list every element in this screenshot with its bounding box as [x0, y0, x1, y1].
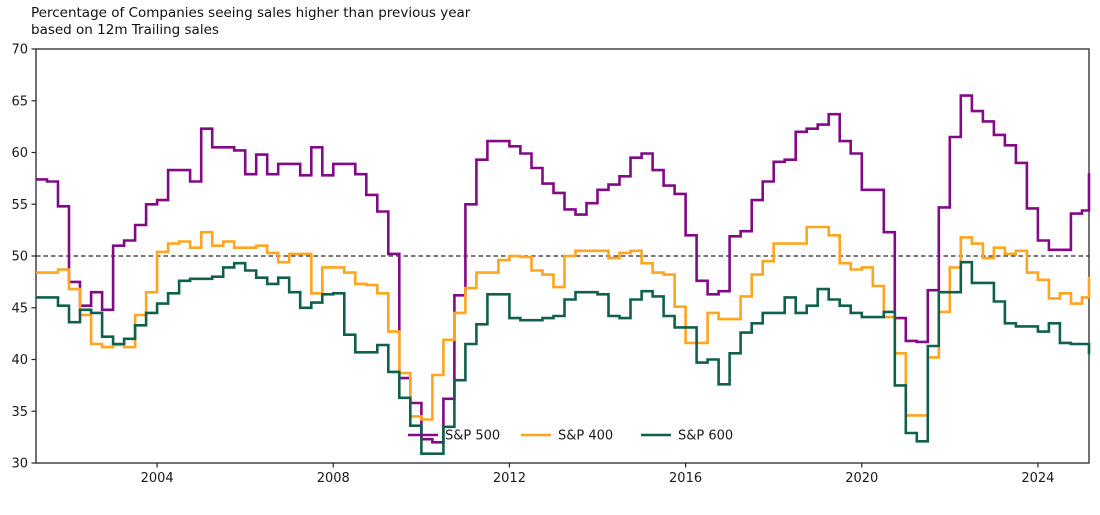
chart-title: Percentage of Companies seeing sales hig…: [31, 5, 470, 39]
chart-title-line1: Percentage of Companies seeing sales hig…: [31, 5, 471, 21]
y-tick-label: 30: [11, 457, 28, 472]
x-tick-label: 2004: [141, 471, 174, 486]
x-tick-label: 2024: [1021, 471, 1054, 486]
series-line-sp500: [36, 94, 1091, 444]
legend-label: S&P 400: [558, 429, 613, 444]
series-line-sp400: [36, 225, 1091, 421]
y-tick-label: 55: [11, 198, 28, 213]
x-tick-label: 2008: [317, 471, 350, 486]
x-tick-label: 2020: [845, 471, 878, 486]
y-tick-label: 35: [11, 405, 28, 420]
y-tick-label: 40: [11, 353, 28, 368]
y-tick-label: 60: [11, 146, 28, 161]
x-tick-label: 2012: [493, 471, 526, 486]
y-tick-label: 45: [11, 301, 28, 316]
y-tick-label: 65: [11, 94, 28, 109]
legend-label: S&P 600: [678, 429, 733, 444]
series-line-sp600: [36, 260, 1091, 455]
x-tick-label: 2016: [669, 471, 702, 486]
chart-title-line2: based on 12m Trailing sales: [31, 22, 219, 38]
y-tick-label: 70: [11, 43, 28, 58]
y-tick-label: 50: [11, 250, 28, 265]
legend-label: S&P 500: [445, 429, 500, 444]
